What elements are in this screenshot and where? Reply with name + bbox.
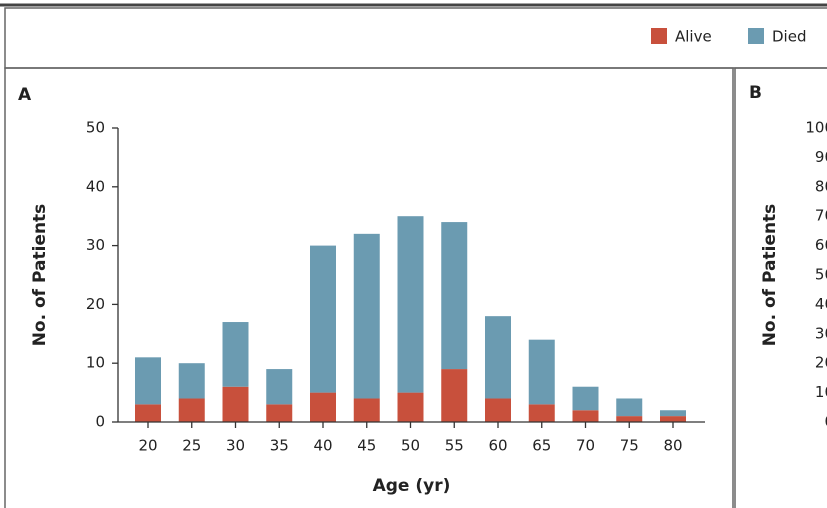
y-tick-label: 70: [815, 207, 827, 225]
panel-label: B: [749, 83, 762, 103]
panel-a-box: [4, 67, 734, 508]
x-tick-label: 45: [357, 437, 376, 455]
x-tick-label: 55: [445, 437, 464, 455]
bar-segment: [528, 404, 555, 422]
y-tick-label: 20: [815, 354, 827, 372]
bar-segment: [572, 386, 599, 411]
bar-segment: [135, 357, 161, 405]
panel-b: B 0 10 20 30 40 50 60 70 80 90 100 No. of Patients: [749, 83, 827, 431]
y-tick-label: 100: [805, 119, 827, 137]
x-tick-label: 70: [576, 437, 595, 455]
bar-segment: [135, 404, 161, 422]
bar-segment: [660, 416, 686, 422]
x-tick-label: 35: [270, 437, 289, 455]
bar-segment: [485, 398, 511, 422]
bar-segment: [353, 398, 380, 422]
bar-segment: [528, 339, 555, 405]
x-tick-label: 40: [313, 437, 332, 455]
bar-segment: [441, 222, 468, 370]
y-axis-label: No. of Patients: [30, 204, 50, 347]
x-tick-label: 60: [488, 437, 507, 455]
bar-segment: [266, 404, 293, 422]
y-tick-label: 50: [815, 266, 827, 284]
bar-segment: [660, 410, 686, 417]
y-tick-label: 90: [815, 148, 827, 166]
y-tick-label: 40: [86, 177, 105, 195]
bar-segment: [397, 392, 424, 422]
x-tick-label: 75: [620, 437, 639, 455]
x-tick-label: 20: [138, 437, 157, 455]
x-axis-label: Age (yr): [373, 476, 451, 496]
bar-segment: [616, 416, 643, 422]
bar-segment: [353, 233, 380, 399]
y-tick-label: 50: [86, 119, 105, 137]
panel-a: A 0 10 20 30 40 50 No. of Patients 20 25 30 35 40 45 5…: [18, 85, 705, 496]
panel-b-box: [734, 67, 827, 508]
x-tick-label: 65: [532, 437, 551, 455]
legend-swatch: [651, 28, 667, 44]
y-axis-label: No. of Patients: [760, 204, 780, 347]
x-tick-label: 50: [401, 437, 420, 455]
bar-segment: [178, 398, 205, 422]
bar-segment: [222, 322, 249, 387]
legend-label: Alive: [675, 28, 712, 46]
legend-label: Died: [772, 28, 806, 46]
y-tick-label: 30: [86, 236, 105, 254]
y-tick-label: 0: [824, 413, 827, 431]
y-tick-label: 20: [86, 295, 105, 313]
y-tick-label: 40: [815, 295, 827, 313]
y-tick-label: 30: [815, 324, 827, 342]
bar-segment: [485, 316, 511, 399]
x-tick-label: 80: [663, 437, 682, 455]
y-tick-label: 60: [815, 236, 827, 254]
legend: Alive Died: [651, 28, 806, 46]
x-tick-label: 25: [182, 437, 201, 455]
bar-segment: [441, 369, 468, 422]
x-tick-label: 30: [226, 437, 245, 455]
bar-segment: [266, 369, 293, 405]
bar-segment: [397, 216, 424, 393]
bar-segment: [310, 392, 336, 422]
y-tick-label: 10: [815, 383, 827, 401]
legend-swatch: [748, 28, 764, 44]
bar-segment: [572, 410, 599, 422]
bar-segment: [222, 386, 249, 422]
bar-segment: [616, 398, 643, 417]
panel-label: A: [18, 85, 32, 105]
bar-segment: [310, 245, 336, 393]
y-tick-label: 80: [815, 177, 827, 195]
y-tick-label: 10: [86, 354, 105, 372]
y-tick-label: 0: [95, 413, 105, 431]
bar-segment: [178, 363, 205, 399]
